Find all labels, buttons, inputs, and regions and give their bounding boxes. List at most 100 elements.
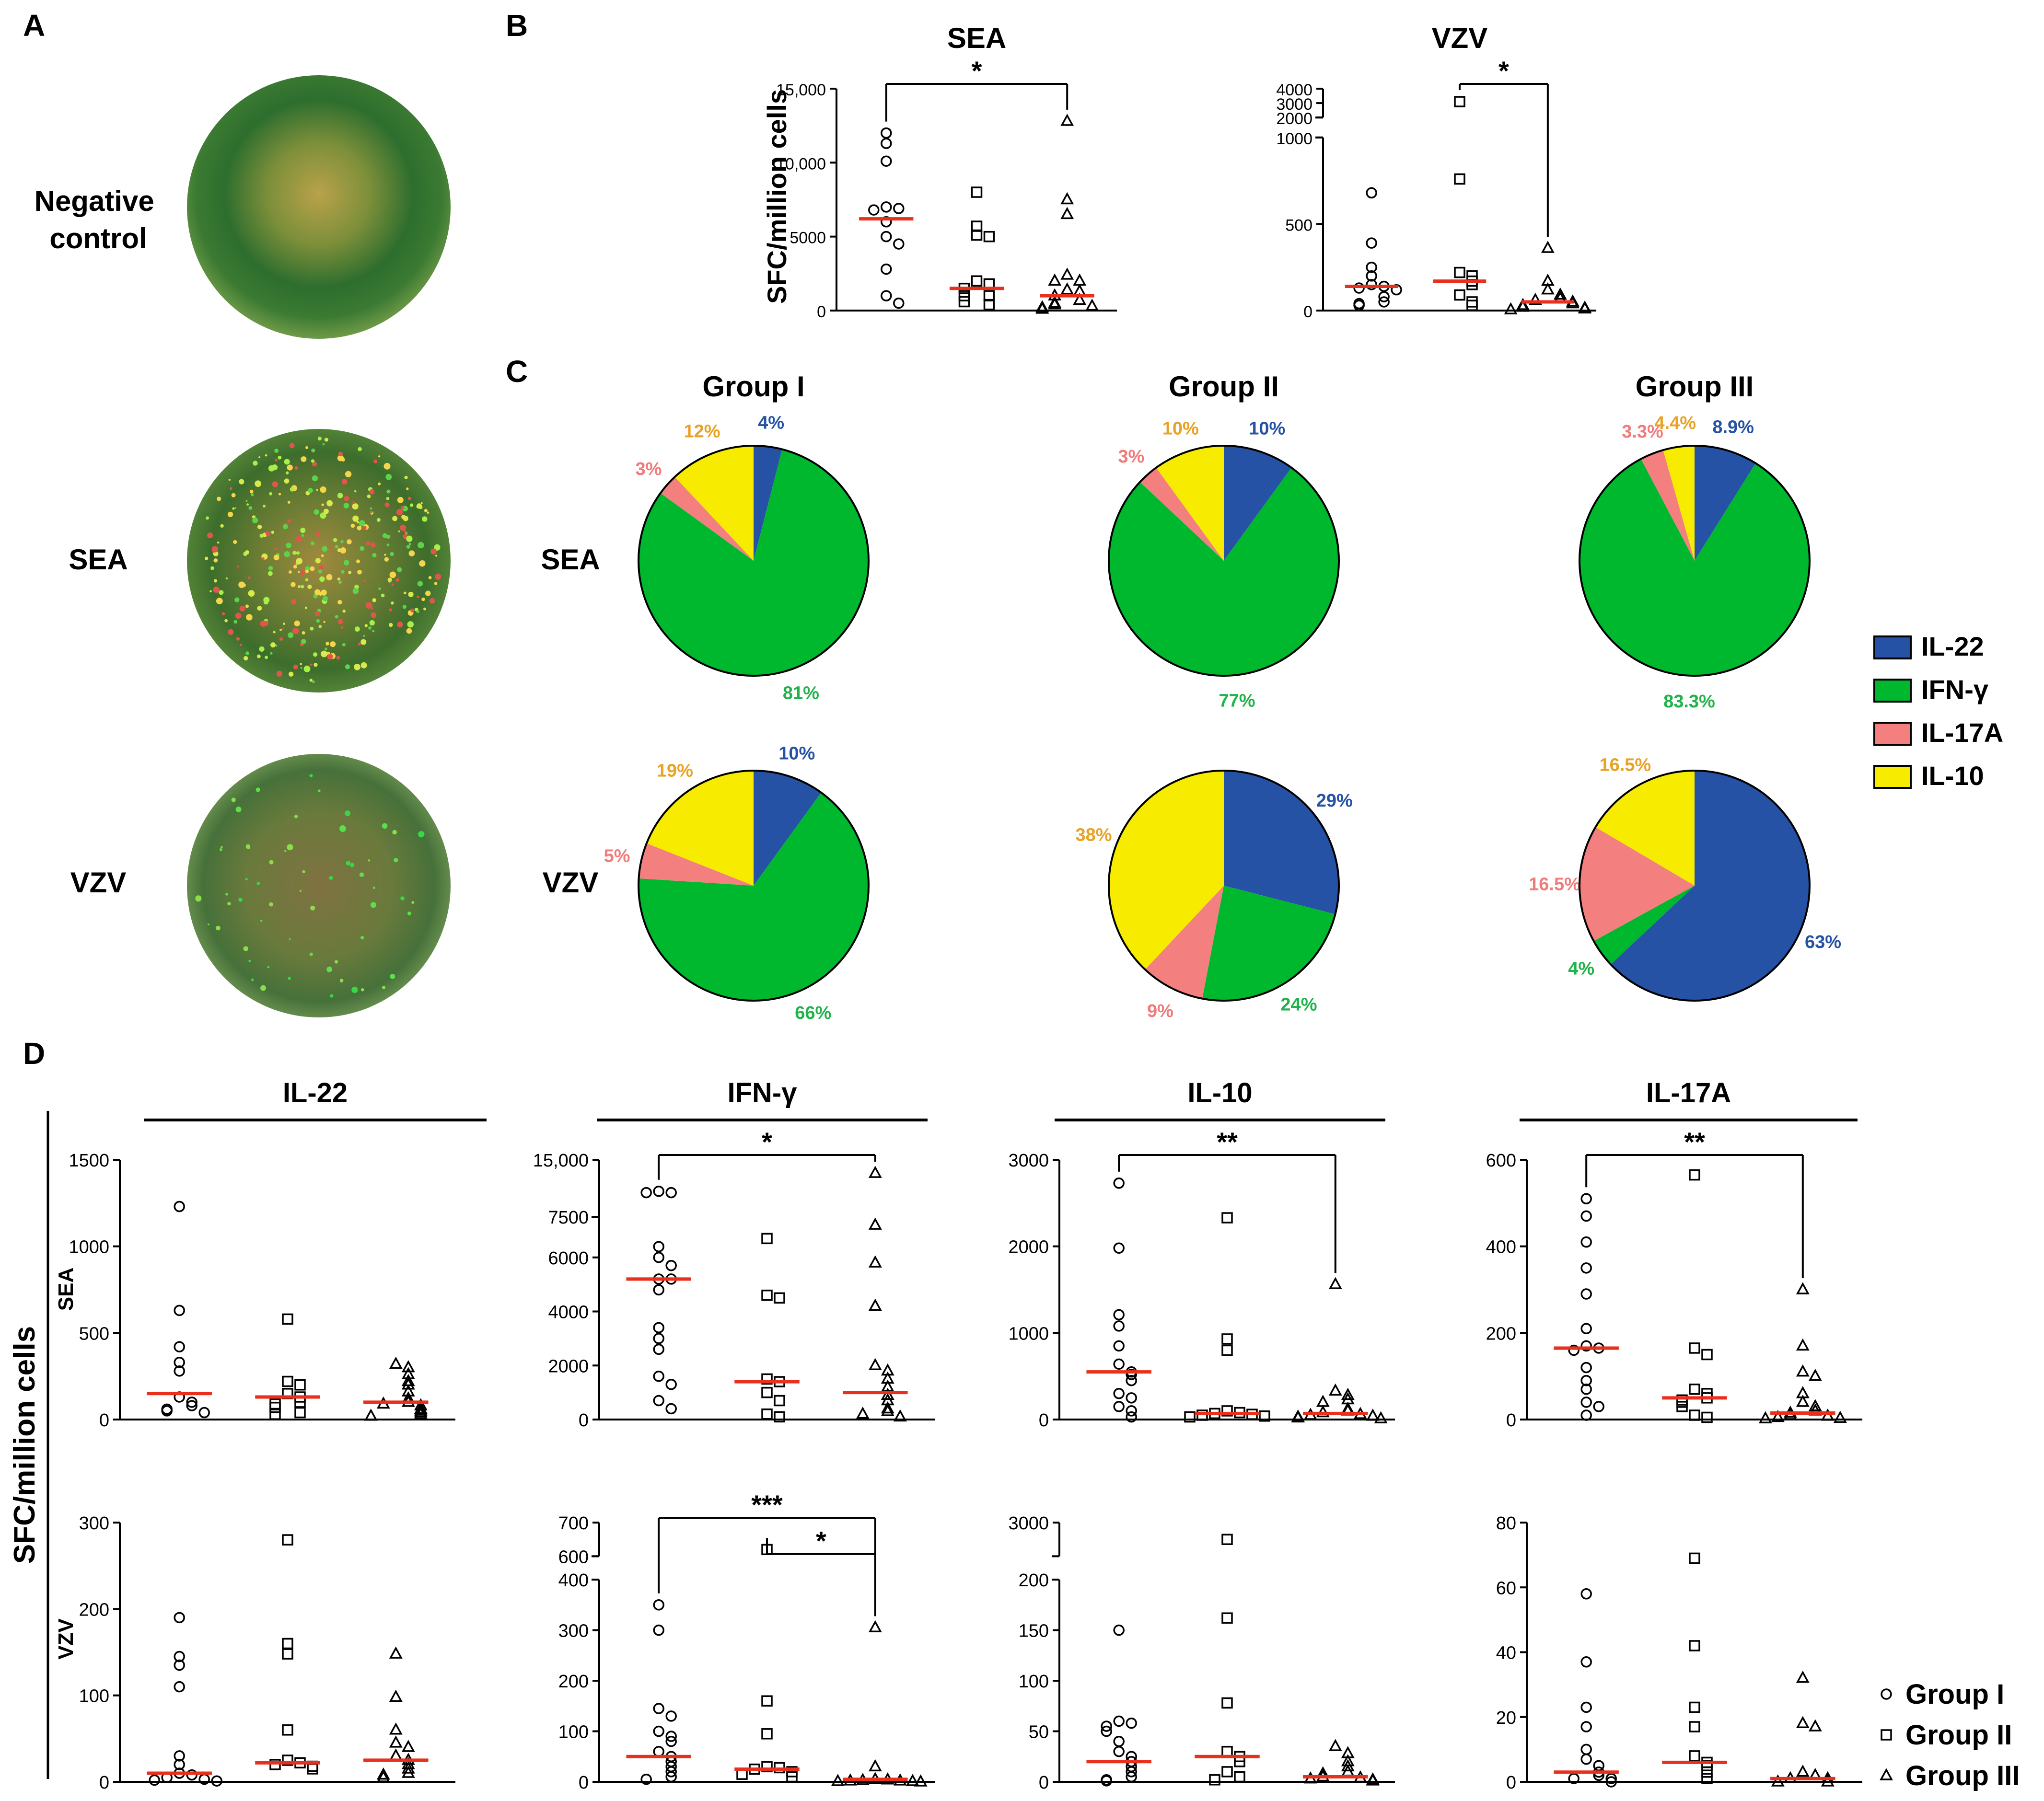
spot — [287, 519, 291, 523]
legend-swatch-il-10 — [1873, 765, 1912, 789]
y-tick-label: 600 — [558, 1547, 589, 1567]
data-point — [653, 1624, 664, 1636]
spot — [315, 532, 321, 537]
y-tick-label: 0 — [1039, 1773, 1049, 1793]
data-point — [881, 1387, 894, 1400]
panel-d-col-title-il-22: IL-22 — [283, 1077, 348, 1108]
data-point — [1454, 289, 1465, 301]
data-point — [1113, 1320, 1125, 1332]
spot — [284, 551, 290, 557]
data-point — [653, 1745, 664, 1757]
data-point — [1113, 1178, 1125, 1189]
spot — [273, 554, 279, 561]
data-point — [1580, 1193, 1592, 1205]
spot — [243, 656, 248, 661]
spot — [357, 521, 360, 524]
plot-d-vzv-il17a: 0 20 40 60 80 — [1496, 1513, 1862, 1793]
pie-outline — [1579, 770, 1811, 1002]
spot — [289, 938, 291, 940]
legend-swatch-il-22 — [1873, 635, 1912, 659]
pie-sea-group-iii: 8.9% 83.3% 3.3%4.4% — [1579, 413, 1811, 712]
spot — [371, 607, 373, 610]
spot — [235, 612, 242, 619]
spot — [335, 615, 338, 619]
data-point — [1808, 1399, 1822, 1411]
pie-col-title-group-i: Group I — [702, 370, 804, 403]
spot — [255, 480, 262, 487]
spot — [329, 547, 332, 549]
data-point — [761, 1373, 773, 1385]
data-point — [856, 1407, 870, 1419]
spot — [341, 458, 345, 462]
spot — [345, 471, 352, 478]
spot — [327, 654, 333, 660]
data-point — [1466, 296, 1478, 308]
spot — [357, 569, 362, 575]
y-tick-label: 0 — [1506, 1773, 1516, 1793]
data-point — [1113, 1715, 1125, 1727]
data-point — [1580, 1210, 1592, 1222]
data-point — [868, 1255, 882, 1268]
spot — [266, 531, 271, 536]
data-point — [774, 1411, 785, 1423]
data-point — [1126, 1369, 1137, 1380]
pie-vzv-group-i: 10% 66% 5% 19% — [604, 743, 870, 1023]
spot — [310, 566, 315, 571]
data-point — [1060, 282, 1074, 295]
spot — [403, 516, 408, 521]
y-tick-label: 0 — [1303, 303, 1312, 321]
spot — [227, 902, 231, 906]
spot — [301, 456, 307, 462]
spot — [275, 645, 278, 647]
data-point — [1060, 207, 1074, 219]
spot — [251, 978, 254, 981]
pie-outline — [638, 445, 870, 677]
data-point — [665, 1187, 677, 1199]
spot — [314, 509, 319, 515]
spot — [288, 632, 294, 638]
spot — [217, 541, 220, 544]
spot — [310, 905, 315, 911]
plot-d-sea-il10: 0 1000 2000 3000 ** — [1008, 1127, 1395, 1431]
panel-d-col-title-il-17a: IL-17A — [1646, 1077, 1731, 1108]
y-tick-label: 80 — [1496, 1513, 1516, 1534]
spot — [407, 912, 411, 916]
data-point — [868, 204, 880, 216]
spot — [221, 612, 225, 615]
spot — [362, 526, 367, 530]
spot — [302, 631, 305, 635]
data-point — [1126, 1405, 1137, 1417]
y-tick-label: 0 — [99, 1773, 109, 1793]
data-point — [893, 297, 905, 309]
data-point — [1341, 1759, 1355, 1772]
data-point — [269, 1401, 281, 1413]
data-point — [1701, 1773, 1713, 1784]
spot — [207, 532, 213, 539]
spot — [293, 565, 297, 569]
spot — [406, 487, 409, 490]
data-point — [401, 1377, 415, 1390]
pie-label-ifn: 81% — [783, 683, 819, 704]
spot — [354, 626, 360, 632]
spot — [352, 515, 359, 522]
data-point — [1366, 187, 1377, 199]
spot — [434, 544, 441, 551]
spot — [357, 526, 361, 531]
spot — [417, 581, 423, 587]
y-tick-label: 5000 — [790, 229, 826, 247]
data-point — [1796, 1395, 1810, 1407]
spot — [322, 546, 328, 552]
spot — [248, 959, 251, 962]
data-point — [1689, 1750, 1700, 1762]
data-point — [174, 1659, 185, 1671]
spot — [313, 652, 318, 657]
pie-slice-il-17a — [1145, 886, 1224, 999]
spot — [319, 565, 324, 570]
spot — [376, 518, 381, 522]
data-point — [1689, 1701, 1700, 1713]
spot — [262, 505, 266, 508]
spot — [305, 446, 309, 450]
spot — [300, 570, 305, 575]
spot — [228, 629, 234, 635]
data-point — [983, 299, 995, 311]
